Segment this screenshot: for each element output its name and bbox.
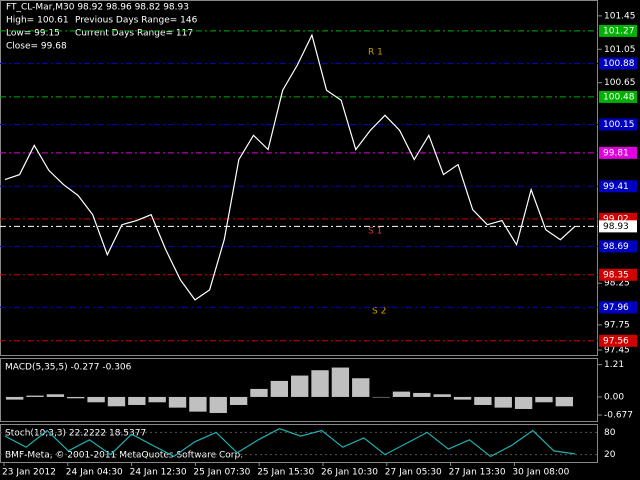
y-tick-label: -0.677 (604, 411, 633, 421)
level-label: 99.41 (603, 182, 629, 192)
level-label: 98.69 (603, 242, 629, 252)
macd-bar (372, 396, 390, 398)
level-label: 97.96 (603, 303, 629, 313)
info: Previous Days Range= 146 (75, 16, 198, 26)
macd-bar (413, 392, 431, 397)
y-tick-label: 101.45 (604, 11, 636, 21)
macd-bar (291, 375, 309, 397)
macd-bar (209, 396, 227, 413)
info: Close= 99.68 (6, 42, 67, 52)
macd-bar (128, 396, 146, 405)
info: High= 100.61 (6, 16, 69, 26)
macd-title: MACD(5,35,5) -0.277 -0.306 (5, 363, 132, 373)
y-tick-label: 97.75 (604, 320, 630, 330)
level-label: 100.48 (603, 92, 635, 102)
level-box (599, 240, 637, 253)
macd-bar (189, 396, 207, 412)
level-box (599, 90, 637, 103)
macd-bar (107, 396, 126, 407)
footer: BMF-Meta, © 2001-2011 MetaQuotes Softwar… (5, 451, 243, 461)
x-tick-label: 25 Jan 07:30 (193, 468, 250, 478)
macd-bar (352, 378, 370, 397)
y-tick-label: 80 (604, 428, 616, 438)
y-tick-label: 20 (604, 450, 616, 460)
macd-bar (26, 395, 44, 397)
x-tick-label: 27 Jan 13:30 (449, 468, 506, 478)
annotation: R 1 (368, 48, 383, 58)
y-tick-label: 1.21 (604, 360, 624, 370)
annotation: S 2 (372, 307, 386, 317)
level-box (599, 146, 637, 159)
y-tick-label: 97.45 (604, 345, 630, 355)
x-tick-label: 25 Jan 15:30 (257, 468, 314, 478)
macd-bar (67, 396, 85, 399)
x-tick-label: 24 Jan 04:30 (66, 468, 123, 478)
x-tick-label: 27 Jan 05:30 (385, 468, 442, 478)
macd-bar (514, 396, 533, 409)
chart-title: FT_CL-Mar,M30 98.92 98.96 98.82 98.93 (6, 3, 189, 13)
macd-bar (453, 396, 472, 400)
macd-bar (392, 391, 411, 397)
level-box (599, 334, 637, 347)
macd-bar (474, 396, 492, 405)
level-label: 99.81 (603, 148, 629, 158)
stoch-title: Stoch(10,3,3) 22.2222 18.5377 (5, 429, 146, 439)
level-label: 100.88 (603, 59, 635, 69)
macd-bar (311, 370, 329, 397)
level-label: 99.02 (603, 214, 629, 224)
level-label: 101.27 (603, 26, 635, 36)
x-tick-label: 30 Jan 08:00 (512, 468, 569, 478)
x-tick-label: 23 Jan 2012 (2, 468, 56, 478)
level-label: 98.93 (603, 222, 629, 232)
level-box (599, 301, 637, 314)
macd-bar (494, 396, 512, 408)
y-tick-label: 0.00 (604, 392, 624, 402)
macd-bar (46, 394, 65, 397)
stoch-panel (0, 424, 598, 463)
level-box (599, 220, 637, 233)
level-box (599, 118, 637, 131)
y-tick-label: 101.05 (604, 45, 636, 55)
info: Current Days Range= 117 (75, 29, 193, 39)
stoch-line (4, 428, 576, 458)
annotation: S 1 (368, 227, 382, 237)
x-tick-label: 24 Jan 12:30 (130, 468, 187, 478)
main-panel (0, 0, 598, 356)
macd-bar (250, 388, 268, 397)
y-tick-label: 98.25 (604, 279, 630, 289)
macd-bar (331, 367, 350, 397)
macd-bar (229, 396, 248, 405)
macd-bar (87, 396, 105, 403)
macd-bar (270, 380, 288, 397)
y-tick-label: 100.65 (604, 78, 636, 88)
level-box (599, 180, 637, 193)
level-box (599, 57, 637, 70)
macd-panel (0, 358, 598, 422)
price-line (4, 33, 576, 301)
level-box (599, 268, 637, 281)
macd-bar (168, 396, 187, 408)
level-label: 100.15 (603, 120, 635, 130)
macd-bar (148, 396, 166, 403)
level-label: 97.56 (603, 336, 629, 346)
level-label: 98.35 (603, 270, 629, 280)
macd-bar (6, 396, 24, 400)
macd-bar (555, 396, 573, 407)
level-box (599, 24, 637, 37)
x-tick-label: 26 Jan 10:30 (321, 468, 378, 478)
info: Low= 99.15 (6, 29, 60, 39)
macd-bar (433, 394, 451, 397)
macd-bar (535, 396, 553, 403)
